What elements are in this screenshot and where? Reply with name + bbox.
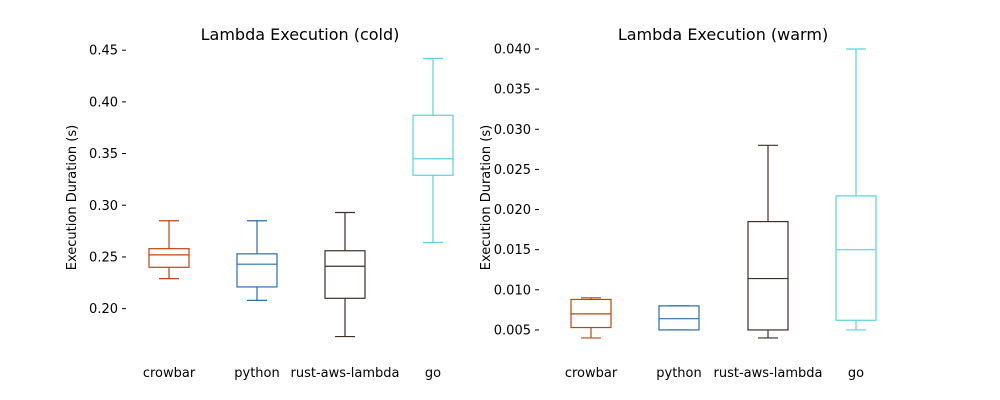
x-tick-label: crowbar — [565, 366, 618, 381]
y-tick-label: 0.015 — [494, 243, 531, 258]
y-axis-label: Execution Duration (s) — [65, 125, 80, 270]
y-axis-label: Execution Duration (s) — [479, 125, 494, 270]
box-rust-aws-lambda — [747, 144, 789, 339]
y-tick-label: 0.020 — [494, 203, 531, 218]
chart-cold: Lambda Execution (cold) Execution Durati… — [65, 25, 454, 381]
x-tick-label: rust-aws-lambda — [714, 366, 823, 381]
box-body — [324, 250, 366, 299]
box-series — [570, 48, 877, 339]
y-tick-label: 0.30 — [89, 199, 118, 214]
y-tick-label: 0.45 — [89, 44, 118, 59]
chart-title: Lambda Execution (cold) — [201, 25, 400, 44]
y-tick-label: 0.025 — [494, 163, 531, 178]
y-tick-label: 0.40 — [89, 95, 118, 110]
box-series — [148, 57, 454, 338]
box-body — [148, 248, 190, 268]
y-tick-label: 0.25 — [89, 250, 118, 265]
x-tick-label: rust-aws-lambda — [291, 366, 400, 381]
chart-warm: Lambda Execution (warm) Execution Durati… — [479, 25, 877, 381]
x-tick-label: python — [234, 366, 279, 381]
box-go — [835, 48, 877, 331]
box-go — [412, 57, 454, 244]
x-tick-label: python — [656, 366, 701, 381]
box-crowbar — [148, 220, 190, 280]
y-axis: 0.005 0.010 0.015 0.020 0.025 0.030 0.035 0.040 — [494, 43, 539, 338]
x-tick-label: crowbar — [143, 366, 196, 381]
x-axis: crowbar python rust-aws-lambda go — [565, 366, 864, 381]
x-tick-label: go — [848, 366, 864, 381]
y-tick-label: 0.20 — [89, 302, 118, 317]
box-body — [658, 305, 700, 331]
box-rust-aws-lambda — [324, 211, 366, 338]
x-axis: crowbar python rust-aws-lambda go — [143, 366, 441, 381]
y-tick-label: 0.35 — [89, 147, 118, 162]
y-tick-label: 0.005 — [494, 323, 531, 338]
y-axis: 0.20 0.25 0.30 0.35 0.40 0.45 — [89, 44, 126, 317]
y-tick-label: 0.030 — [494, 123, 531, 138]
y-tick-label: 0.040 — [494, 43, 531, 58]
box-python — [658, 305, 700, 331]
y-tick-label: 0.010 — [494, 283, 531, 298]
chart-title: Lambda Execution (warm) — [618, 25, 828, 44]
box-python — [236, 220, 278, 301]
y-tick-label: 0.035 — [494, 83, 531, 98]
box-body — [412, 114, 454, 176]
box-crowbar — [570, 297, 612, 339]
box-body — [236, 253, 278, 288]
box-body — [747, 220, 789, 331]
box-body — [835, 195, 877, 321]
x-tick-label: go — [425, 366, 441, 381]
